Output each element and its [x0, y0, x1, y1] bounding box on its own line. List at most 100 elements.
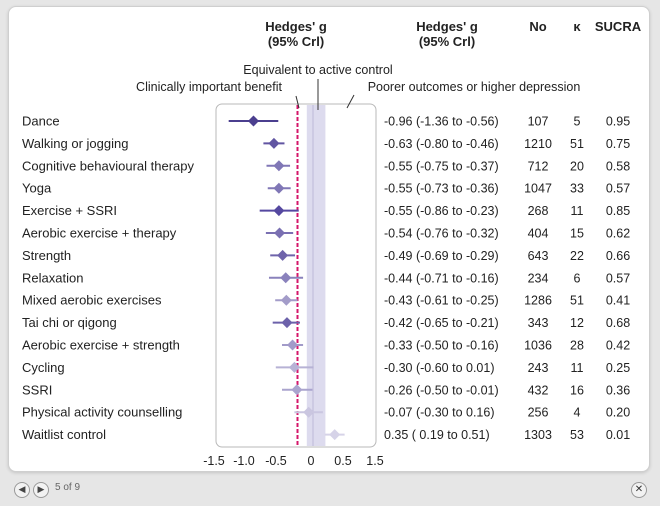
- sucra-value: 0.57: [606, 271, 630, 285]
- n-value: 432: [528, 383, 549, 397]
- estimate-diamond: [303, 406, 315, 418]
- sucra-value: 0.36: [606, 383, 630, 397]
- n-value: 1036: [524, 339, 552, 353]
- effect-text: -0.26 (-0.50 to -0.01): [384, 383, 499, 397]
- n-value: 343: [528, 316, 549, 330]
- effect-header-line2: (95% Crl): [268, 34, 324, 49]
- row-label: Aerobic exercise + strength: [22, 338, 180, 353]
- row-label: Relaxation: [22, 270, 83, 285]
- effect-text: -0.55 (-0.75 to -0.37): [384, 159, 499, 173]
- n-value: 243: [528, 361, 549, 375]
- n-value: 107: [528, 115, 549, 129]
- k-value: 22: [570, 249, 584, 263]
- row-label: Cycling: [22, 360, 65, 375]
- page-indicator: 5 of 9: [55, 482, 81, 493]
- benefit-pointer: [295, 95, 300, 109]
- n-value: 712: [528, 159, 549, 173]
- effect-text: -0.42 (-0.65 to -0.21): [384, 316, 499, 330]
- n-value: 1303: [524, 428, 552, 442]
- k-value: 15: [570, 227, 584, 241]
- k-value: 20: [570, 159, 584, 173]
- next-slide-button[interactable]: ▶: [33, 482, 49, 498]
- sucra-value: 0.62: [606, 227, 630, 241]
- estimate-diamond: [268, 137, 280, 149]
- row-label: Dance: [22, 114, 60, 129]
- k-value: 12: [570, 316, 584, 330]
- row-label: Physical activity counselling: [22, 405, 182, 420]
- x-tick-label: 0.5: [334, 454, 351, 468]
- poorer-pointer: [346, 94, 355, 109]
- estimate-diamond: [273, 160, 285, 172]
- estimate-diamond: [329, 429, 341, 441]
- row-label: Walking or jogging: [22, 136, 128, 151]
- k-value: 11: [571, 204, 584, 218]
- k-value: 53: [570, 428, 584, 442]
- effect-text: -0.33 (-0.50 to -0.16): [384, 339, 499, 353]
- effect-text-header-line1: Hedges' g: [416, 19, 478, 34]
- estimate-diamond: [277, 249, 289, 261]
- forest-plot: Hedges' g(95% Crl)Hedges' g(95% Crl)No κ S…: [22, 19, 642, 468]
- sucra-value: 0.57: [606, 182, 630, 196]
- k-value: 4: [574, 406, 581, 420]
- k-value: 51: [570, 294, 584, 308]
- k-value: 11: [571, 361, 584, 375]
- sucra-value: 0.66: [606, 249, 630, 263]
- sucra-value: 0.75: [606, 137, 630, 151]
- n-value: 1286: [524, 294, 552, 308]
- estimate-diamond: [287, 339, 299, 351]
- estimate-diamond: [273, 182, 285, 194]
- effect-text: -0.55 (-0.86 to -0.23): [384, 204, 499, 218]
- k-value: 16: [570, 383, 584, 397]
- effect-text: -0.96 (-1.36 to -0.56): [384, 115, 499, 129]
- row-label: Waitlist control: [22, 427, 106, 442]
- sucra-header: SUCRA: [595, 19, 642, 34]
- row-label: Exercise + SSRI: [22, 203, 117, 218]
- close-button[interactable]: ✕: [631, 482, 647, 498]
- x-tick-label: -0.5: [265, 454, 287, 468]
- k-value: 6: [574, 271, 581, 285]
- estimate-diamond: [280, 294, 292, 306]
- effect-header-line1: Hedges' g: [265, 19, 327, 34]
- n-value: 256: [528, 406, 549, 420]
- sucra-value: 0.01: [606, 428, 630, 442]
- k-value: 33: [570, 182, 584, 196]
- sucra-value: 0.41: [606, 294, 630, 308]
- k-value: 5: [574, 115, 581, 129]
- effect-text: -0.30 (-0.60 to 0.01): [384, 361, 494, 375]
- x-tick-label: -1.5: [203, 454, 225, 468]
- sucra-value: 0.25: [606, 361, 630, 375]
- sucra-value: 0.68: [606, 316, 630, 330]
- k-value: 51: [570, 137, 584, 151]
- benefit-annotation: Clinically important benefit: [136, 80, 282, 94]
- n-header: No: [529, 19, 546, 34]
- previous-slide-button[interactable]: ◀: [14, 482, 30, 498]
- estimate-diamond: [288, 361, 300, 373]
- row-label: SSRI: [22, 382, 52, 397]
- estimate-diamond: [281, 317, 293, 329]
- row-label: Yoga: [22, 181, 52, 196]
- estimate-diamond: [280, 272, 292, 284]
- sucra-value: 0.95: [606, 115, 630, 129]
- sucra-value: 0.20: [606, 406, 630, 420]
- equivalent-annotation: Equivalent to active control: [243, 63, 392, 77]
- effect-text-header-line2: (95% Crl): [419, 34, 475, 49]
- n-value: 1047: [524, 182, 552, 196]
- sucra-value: 0.58: [606, 159, 630, 173]
- k-header: κ: [573, 19, 581, 34]
- effect-text: -0.07 (-0.30 to 0.16): [384, 406, 494, 420]
- estimate-diamond: [274, 227, 286, 239]
- row-label: Cognitive behavioural therapy: [22, 158, 194, 173]
- n-value: 234: [528, 271, 549, 285]
- effect-text: -0.44 (-0.71 to -0.16): [384, 271, 499, 285]
- n-value: 1210: [524, 137, 552, 151]
- row-label: Tai chi or qigong: [22, 315, 117, 330]
- effect-text: -0.54 (-0.76 to -0.32): [384, 227, 499, 241]
- n-value: 404: [528, 227, 549, 241]
- k-value: 28: [570, 339, 584, 353]
- row-label: Aerobic exercise + therapy: [22, 226, 177, 241]
- estimate-diamond: [247, 115, 259, 127]
- effect-text: -0.49 (-0.69 to -0.29): [384, 249, 499, 263]
- x-tick-label: 0: [308, 454, 315, 468]
- x-tick-label: -1.0: [233, 454, 255, 468]
